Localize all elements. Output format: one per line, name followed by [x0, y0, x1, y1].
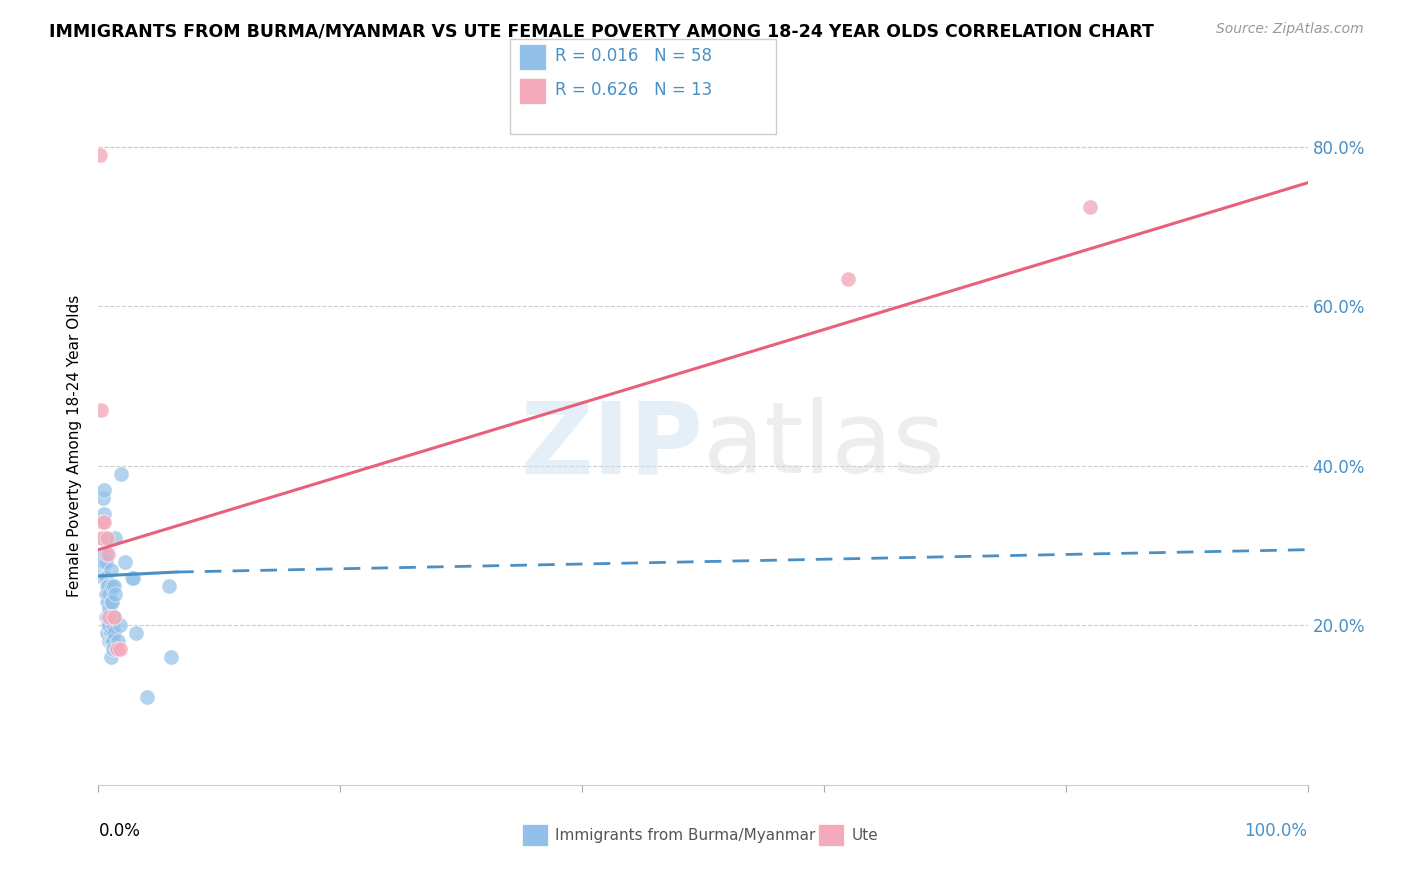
- Point: [97, 594, 120, 608]
- Bar: [519, 44, 546, 70]
- Point: [837, 271, 859, 285]
- Point: [100, 634, 122, 648]
- Point: [91, 515, 114, 529]
- Point: [101, 642, 124, 657]
- Point: [91, 531, 114, 545]
- Point: [103, 578, 125, 592]
- Point: [91, 547, 114, 561]
- Bar: [519, 78, 546, 103]
- Point: [160, 650, 183, 665]
- Point: [93, 515, 115, 529]
- Point: [96, 578, 118, 592]
- Point: [94, 610, 117, 624]
- Point: [121, 571, 143, 585]
- Text: 0.0%: 0.0%: [98, 822, 141, 840]
- Text: atlas: atlas: [703, 398, 945, 494]
- Point: [96, 586, 118, 600]
- Point: [98, 602, 121, 616]
- Point: [100, 634, 122, 648]
- Text: Immigrants from Burma/Myanmar: Immigrants from Burma/Myanmar: [555, 828, 815, 843]
- Point: [157, 578, 180, 592]
- Point: [94, 586, 117, 600]
- Point: [100, 594, 122, 608]
- Point: [93, 531, 115, 545]
- Point: [104, 586, 127, 600]
- Point: [122, 571, 145, 585]
- Point: [100, 594, 122, 608]
- Point: [103, 610, 125, 624]
- Bar: [818, 824, 845, 846]
- Point: [98, 618, 121, 632]
- Point: [91, 555, 114, 569]
- Point: [104, 531, 127, 545]
- Point: [107, 634, 129, 648]
- Text: R = 0.016   N = 58: R = 0.016 N = 58: [555, 47, 713, 65]
- Point: [97, 578, 120, 592]
- Point: [94, 555, 117, 569]
- Point: [96, 626, 118, 640]
- Point: [97, 547, 120, 561]
- Point: [125, 626, 148, 640]
- Point: [94, 531, 117, 545]
- Point: [108, 618, 131, 632]
- Point: [96, 594, 118, 608]
- Point: [135, 690, 157, 705]
- Point: [101, 634, 124, 648]
- Text: R = 0.626   N = 13: R = 0.626 N = 13: [555, 81, 713, 99]
- Point: [94, 571, 117, 585]
- Point: [91, 515, 114, 529]
- Point: [105, 642, 128, 657]
- Point: [96, 610, 118, 624]
- FancyBboxPatch shape: [509, 39, 776, 134]
- Point: [98, 634, 121, 648]
- Point: [93, 571, 115, 585]
- Point: [100, 563, 122, 577]
- Point: [90, 563, 112, 577]
- Point: [101, 618, 124, 632]
- Point: [105, 642, 128, 657]
- Text: IMMIGRANTS FROM BURMA/MYANMAR VS UTE FEMALE POVERTY AMONG 18-24 YEAR OLDS CORREL: IMMIGRANTS FROM BURMA/MYANMAR VS UTE FEM…: [49, 22, 1154, 40]
- Point: [100, 626, 122, 640]
- Point: [108, 642, 131, 657]
- Point: [94, 547, 117, 561]
- Point: [98, 586, 121, 600]
- Point: [93, 555, 115, 569]
- Text: 100.0%: 100.0%: [1244, 822, 1308, 840]
- Point: [97, 610, 120, 624]
- Point: [103, 610, 125, 624]
- Text: Source: ZipAtlas.com: Source: ZipAtlas.com: [1216, 22, 1364, 37]
- Point: [103, 626, 125, 640]
- Point: [98, 610, 121, 624]
- Point: [93, 483, 115, 497]
- Point: [90, 403, 112, 417]
- Point: [91, 491, 114, 505]
- Point: [89, 148, 111, 162]
- Point: [93, 507, 115, 521]
- Point: [110, 467, 132, 481]
- Point: [1078, 200, 1101, 214]
- Point: [114, 555, 136, 569]
- Y-axis label: Female Poverty Among 18-24 Year Olds: Female Poverty Among 18-24 Year Olds: [66, 295, 82, 597]
- Bar: [522, 824, 548, 846]
- Point: [100, 610, 122, 624]
- Point: [97, 618, 120, 632]
- Point: [96, 531, 118, 545]
- Point: [100, 578, 122, 592]
- Text: Ute: Ute: [852, 828, 879, 843]
- Point: [91, 531, 114, 545]
- Point: [100, 650, 122, 665]
- Text: ZIP: ZIP: [520, 398, 703, 494]
